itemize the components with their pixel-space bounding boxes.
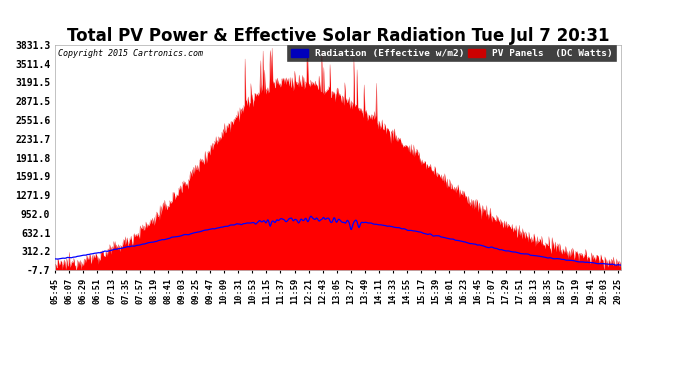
Text: Copyright 2015 Cartronics.com: Copyright 2015 Cartronics.com [58, 50, 203, 58]
Legend: Radiation (Effective w/m2), PV Panels  (DC Watts): Radiation (Effective w/m2), PV Panels (D… [288, 45, 616, 61]
Title: Total PV Power & Effective Solar Radiation Tue Jul 7 20:31: Total PV Power & Effective Solar Radiati… [67, 27, 609, 45]
